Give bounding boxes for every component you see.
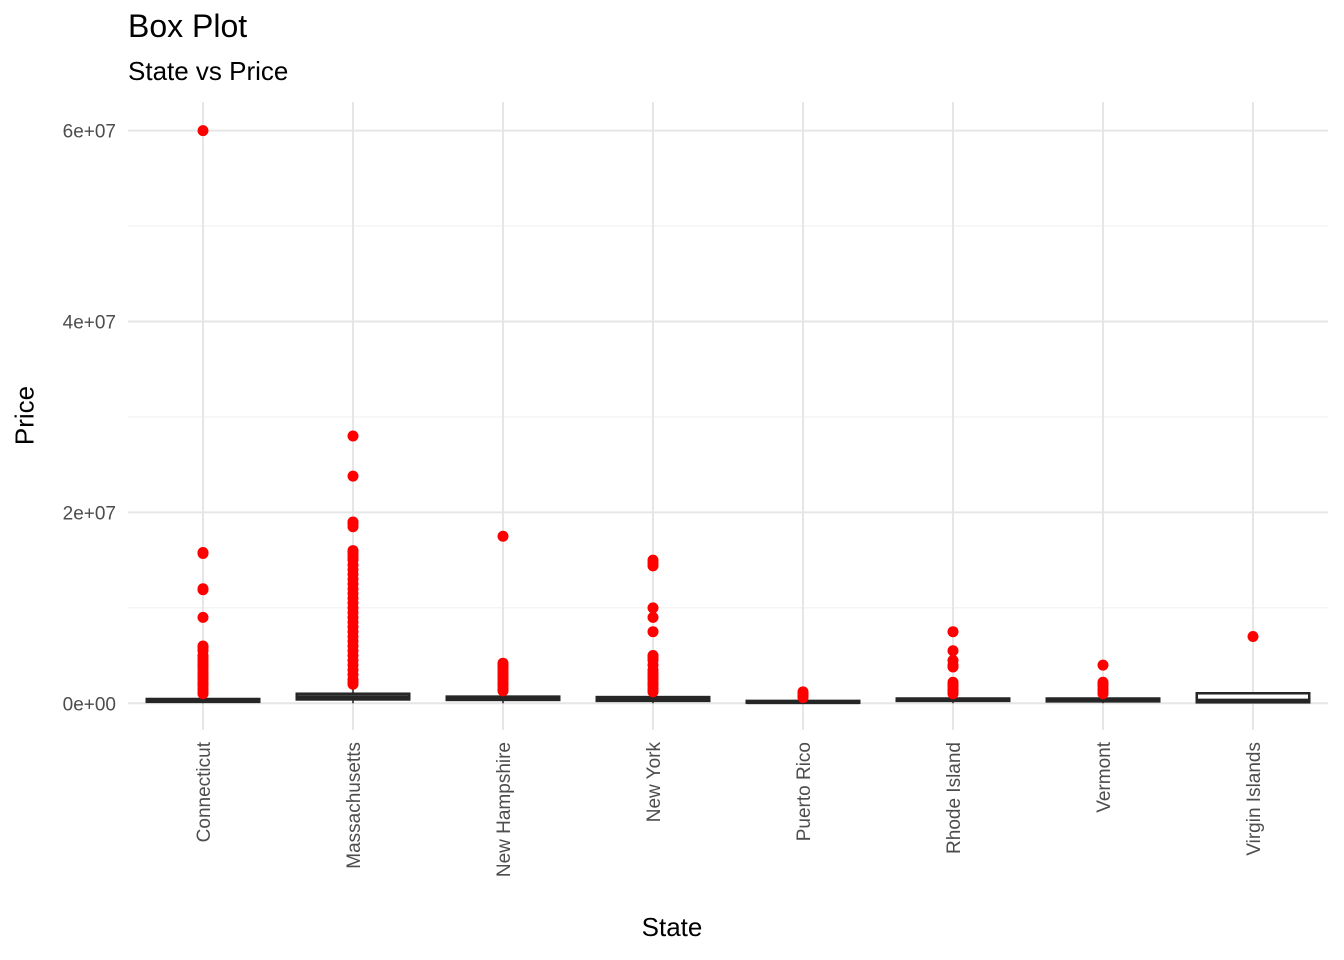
outlier-point [647,686,659,698]
x-axis-title: State [641,912,703,942]
box-series [145,685,1311,705]
outlier-point [647,560,659,572]
grid-lines [128,102,1328,730]
outlier-point [497,530,509,542]
y-axis-title: Price [9,385,40,446]
x-tick-label: Virgin Islands [1244,742,1265,856]
y-tick-label: 6e+07 [63,122,116,143]
outlier-point [647,626,659,638]
outlier-point [1097,688,1109,700]
outlier-point [797,692,809,704]
outlier-point [647,602,659,614]
outlier-point [347,521,359,533]
outlier-point [947,688,959,700]
outlier-point [197,125,209,137]
outlier-point [947,626,959,638]
outlier-point [197,584,209,596]
outlier-point [947,661,959,673]
y-tick-label: 4e+07 [63,313,116,334]
x-tick-labels: Connecticut Massachusetts New Hampshire New… [194,741,1265,877]
x-tick-label: Puerto Rico [794,742,815,841]
chart-title: Box Plot [128,8,248,44]
outlier-points [197,125,1259,704]
outlier-point [347,470,359,482]
x-tick-label: Connecticut [194,741,215,842]
outlier-point [947,645,959,657]
outlier-point [197,688,209,700]
outlier-point [647,611,659,623]
outlier-point [197,547,209,559]
chart-subtitle: State vs Price [128,56,289,86]
outlier-point [497,685,509,697]
x-tick-label: Massachusetts [344,742,365,869]
x-tick-label: New York [644,742,665,823]
outlier-point [197,611,209,623]
box-virgin-islands [1195,692,1311,704]
outlier-point [1247,630,1259,642]
x-tick-label: Vermont [1094,741,1115,812]
x-tick-label: New Hampshire [494,742,515,877]
y-tick-labels: 0e+00 2e+07 4e+07 6e+07 [63,122,116,716]
x-tick-label: Rhode Island [944,742,965,854]
outlier-point [1097,659,1109,671]
y-tick-label: 2e+07 [63,503,116,524]
outlier-point [347,678,359,690]
outlier-point [347,430,359,442]
y-tick-label: 0e+00 [63,694,116,715]
